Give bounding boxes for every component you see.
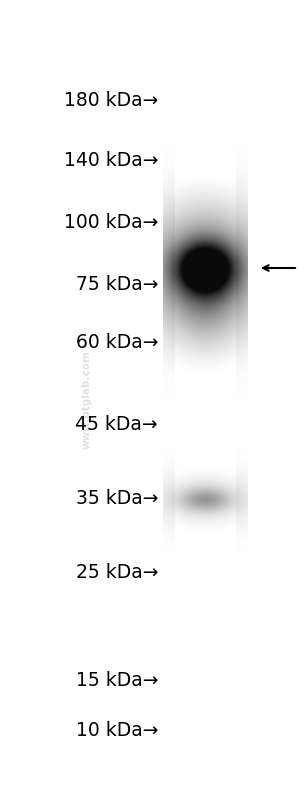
Bar (175, 10, 235, 795)
Text: 75 kDa→: 75 kDa→ (75, 276, 158, 295)
Text: 100 kDa→: 100 kDa→ (64, 213, 158, 233)
Text: 15 kDa→: 15 kDa→ (75, 670, 158, 690)
Text: 140 kDa→: 140 kDa→ (63, 150, 158, 169)
Text: www.ptglab.com: www.ptglab.com (81, 350, 91, 449)
Bar (163, 10, 248, 795)
Text: 45 kDa→: 45 kDa→ (75, 415, 158, 434)
Text: 25 kDa→: 25 kDa→ (75, 563, 158, 582)
Text: 10 kDa→: 10 kDa→ (75, 721, 158, 740)
Text: 180 kDa→: 180 kDa→ (64, 90, 158, 109)
Text: 60 kDa→: 60 kDa→ (75, 332, 158, 352)
Text: 35 kDa→: 35 kDa→ (75, 490, 158, 508)
